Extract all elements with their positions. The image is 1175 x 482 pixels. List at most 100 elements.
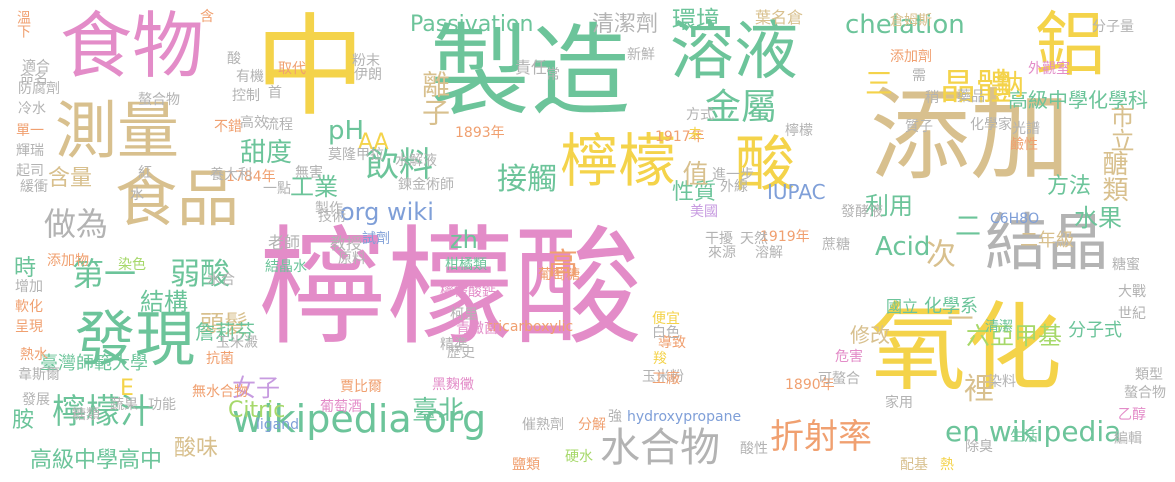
cloud-word: 鋁 bbox=[1035, 4, 1105, 86]
cloud-word: zh bbox=[450, 226, 478, 254]
cloud-word: 藥品 bbox=[957, 89, 985, 105]
cloud-word: 除臭 bbox=[965, 439, 993, 455]
cloud-word: 大戰 bbox=[1118, 284, 1146, 300]
cloud-word: 歷史 bbox=[447, 345, 475, 361]
cloud-word: 莫隆甲拉 bbox=[328, 147, 384, 163]
cloud-word: pH bbox=[328, 116, 365, 146]
cloud-word: 高級中學化學科 bbox=[1008, 88, 1148, 112]
cloud-word: 天然 bbox=[740, 231, 768, 247]
cloud-word: 糖蜜 bbox=[1112, 257, 1140, 273]
cloud-word: Acid bbox=[875, 232, 931, 262]
cloud-word: Citric bbox=[228, 398, 286, 423]
cloud-word: 飲料 bbox=[365, 145, 433, 185]
cloud-word: 精準 bbox=[440, 337, 468, 353]
cloud-word: 柯里 bbox=[450, 307, 478, 323]
cloud-word: 臺北 bbox=[412, 396, 465, 426]
cloud-word: 二年級 bbox=[1020, 230, 1074, 251]
cloud-word: 酸 bbox=[227, 51, 241, 67]
cloud-word: 性質 bbox=[672, 180, 717, 205]
cloud-word: 發展 bbox=[22, 392, 50, 408]
cloud-word: 1917年 bbox=[655, 129, 705, 145]
cloud-word: 單一 bbox=[16, 123, 44, 139]
cloud-word: 離子 bbox=[418, 70, 451, 126]
cloud-word: 添加劑 bbox=[890, 49, 932, 65]
cloud-word: 三 bbox=[865, 67, 894, 100]
cloud-word: 青黴菌 bbox=[456, 321, 498, 337]
cloud-word: 玉米澱 bbox=[216, 335, 258, 351]
cloud-word: 1784年 bbox=[226, 169, 276, 185]
cloud-word: 頭髮 bbox=[200, 310, 248, 338]
cloud-word: 螯合物 bbox=[138, 92, 180, 108]
cloud-word: 詹莉芬 bbox=[195, 320, 255, 344]
cloud-word: 抗菌 bbox=[206, 351, 234, 367]
cloud-word: 防腐劑 bbox=[18, 81, 60, 97]
cloud-word: en wikipedia bbox=[945, 415, 1122, 448]
cloud-word: 化學系 bbox=[924, 296, 978, 317]
cloud-word: 粉末 bbox=[352, 53, 380, 69]
cloud-word: 羧 bbox=[653, 351, 667, 367]
cloud-word: 氧化 bbox=[870, 292, 1062, 404]
cloud-word: 編輯 bbox=[1114, 431, 1142, 447]
cloud-word: 螯合物 bbox=[1124, 385, 1166, 401]
cloud-word: 蔬果 bbox=[110, 397, 138, 413]
cloud-word: 發酵液 bbox=[841, 204, 883, 220]
cloud-word: 折射率 bbox=[770, 417, 872, 457]
cloud-word: 倉姆斯 bbox=[890, 13, 932, 29]
cloud-word: 高級中學高中 bbox=[30, 448, 163, 473]
cloud-word: 水合物 bbox=[600, 425, 720, 471]
cloud-word: IUPAC bbox=[767, 180, 826, 204]
cloud-word: 稍 bbox=[925, 90, 939, 106]
cloud-word: 製造 bbox=[430, 13, 630, 130]
cloud-word: 熱 bbox=[940, 457, 954, 473]
cloud-word: 世紀 bbox=[1118, 306, 1146, 322]
cloud-word: 方式 bbox=[686, 107, 714, 123]
cloud-word: 未 bbox=[688, 127, 702, 143]
cloud-word: 韋斯爾 bbox=[18, 367, 60, 383]
cloud-word: Passivation bbox=[410, 12, 534, 37]
cloud-word: 強 bbox=[608, 409, 622, 425]
cloud-word: 測量 bbox=[55, 94, 180, 167]
cloud-word: 次 bbox=[920, 238, 955, 268]
cloud-word: 老師 bbox=[268, 233, 301, 252]
cloud-word: 技術 bbox=[318, 209, 346, 225]
cloud-word: 光譜 bbox=[1012, 121, 1040, 137]
cloud-word: 起司 bbox=[16, 163, 44, 179]
cloud-word: 類型 bbox=[1135, 367, 1163, 383]
cloud-word: 分子式 bbox=[1068, 320, 1122, 341]
cloud-word: 家用 bbox=[885, 395, 913, 411]
cloud-word: 賈比爾 bbox=[340, 379, 382, 395]
cloud-word: 溶解 bbox=[755, 245, 783, 261]
cloud-word: org wiki bbox=[340, 198, 434, 226]
cloud-word: 化學家 bbox=[970, 117, 1012, 133]
cloud-word: 功能 bbox=[148, 397, 176, 413]
cloud-word: 白色 bbox=[652, 325, 680, 341]
cloud-word: 進一步 bbox=[712, 167, 754, 183]
cloud-word: 可螯合 bbox=[818, 371, 860, 387]
cloud-word: 軟化 bbox=[15, 299, 43, 315]
cloud-word: 導致 bbox=[658, 335, 686, 351]
cloud-word: 控制 bbox=[232, 88, 260, 104]
cloud-word: 試劑 bbox=[362, 231, 390, 247]
cloud-word: 黑麴黴 bbox=[432, 377, 474, 393]
cloud-word: chelation bbox=[845, 10, 965, 40]
cloud-word: 晶體 bbox=[940, 67, 1013, 108]
cloud-word: 熱水 bbox=[20, 347, 48, 363]
cloud-word: 工業 bbox=[290, 173, 338, 201]
cloud-word: 一點 bbox=[263, 181, 291, 197]
cloud-word: 1893年 bbox=[455, 125, 505, 141]
cloud-word: 檸檬汁 bbox=[52, 392, 154, 432]
cloud-word: 分子量 bbox=[1092, 19, 1134, 35]
cloud-word: 水 bbox=[130, 187, 144, 203]
cloud-word: 添加物 bbox=[47, 253, 89, 269]
cloud-word: 檸檬酸 bbox=[258, 214, 643, 363]
cloud-word: 葡萄糖 bbox=[538, 267, 580, 283]
cloud-word: 水果 bbox=[1074, 204, 1122, 232]
cloud-word: 紅 bbox=[138, 165, 152, 181]
cloud-word: 外線 bbox=[720, 179, 748, 195]
cloud-word: 配基 bbox=[900, 457, 928, 473]
cloud-word: 常 bbox=[546, 67, 560, 83]
cloud-word: 硬水 bbox=[565, 449, 593, 465]
cloud-word: 流程 bbox=[265, 117, 293, 133]
cloud-word: 葉名倉 bbox=[755, 8, 804, 27]
cloud-word: 外觀室 bbox=[1028, 61, 1070, 77]
